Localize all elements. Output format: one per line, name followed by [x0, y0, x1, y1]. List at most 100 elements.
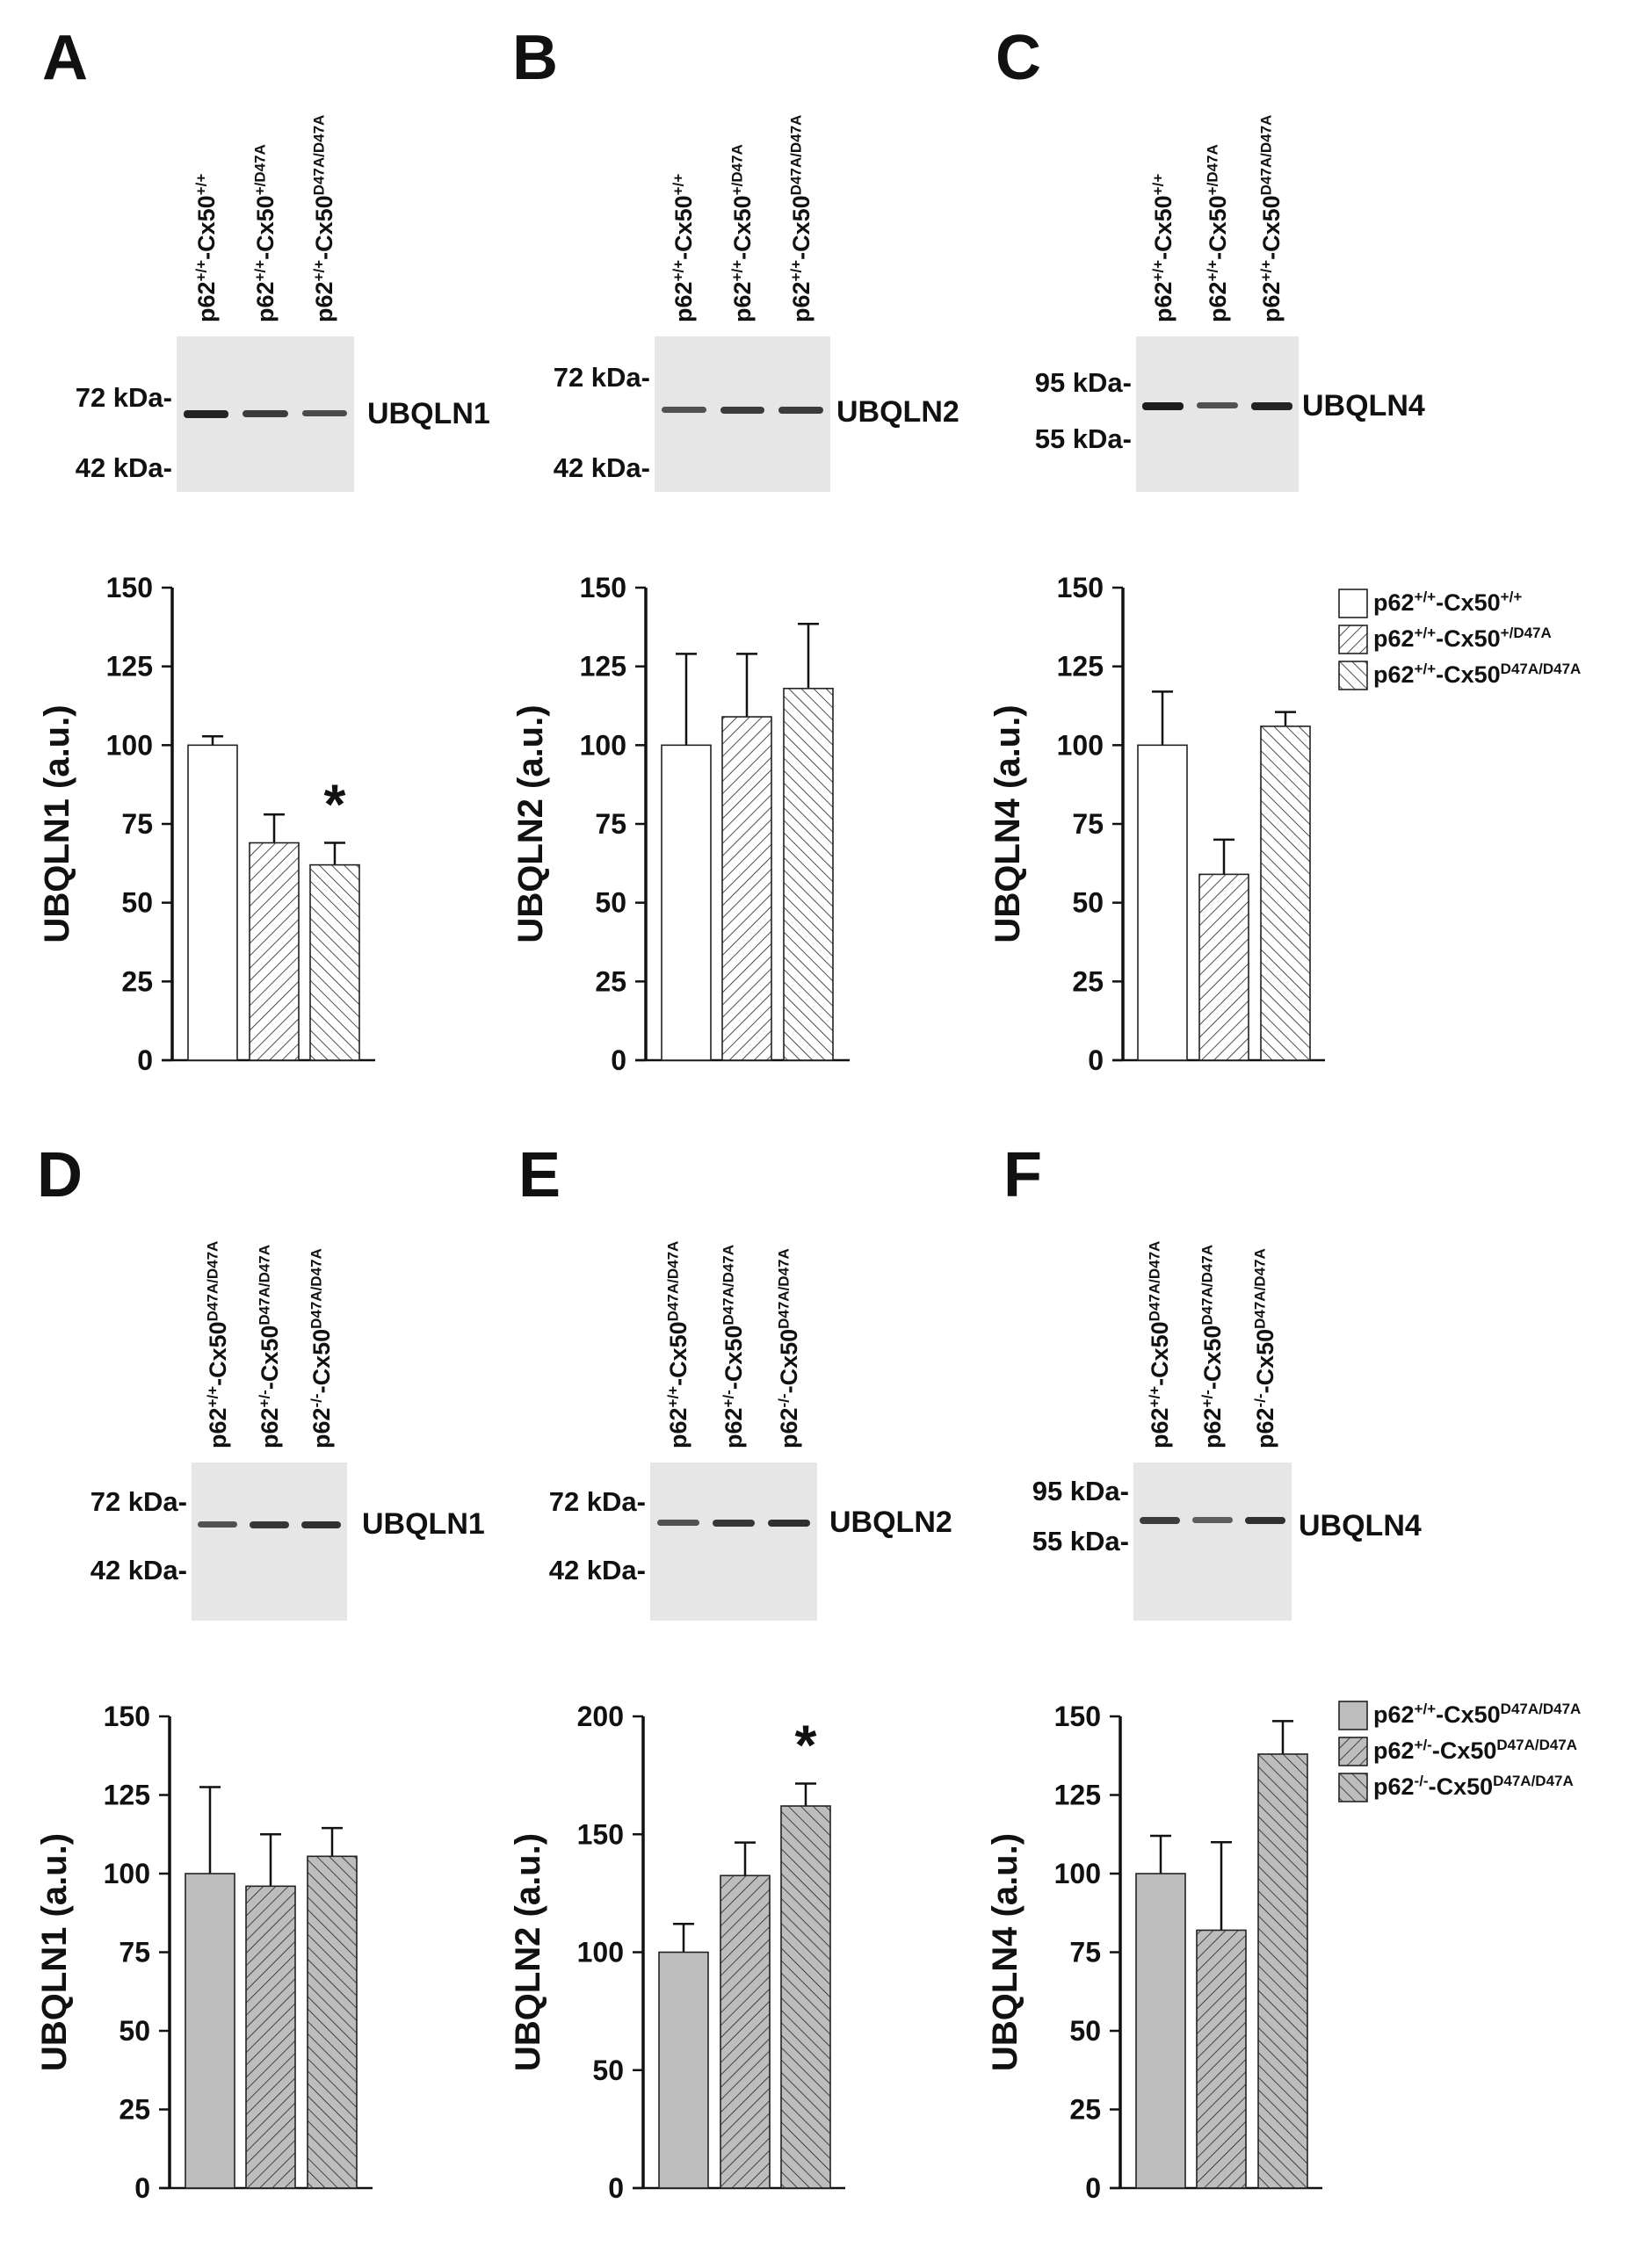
label-sup-p62: -/-: [1414, 1772, 1429, 1789]
bar: [1260, 726, 1311, 1061]
molecular-weight-marker: 55 kDa-: [1034, 423, 1132, 454]
bar: [185, 1873, 235, 2189]
legend-label: p62+/+-Cx50D47A/D47A: [1373, 1701, 1581, 1729]
bar: [720, 1874, 771, 2189]
legend-swatch: [1338, 624, 1368, 654]
y-tick-label: 0: [1088, 1044, 1104, 1076]
molecular-weight-marker: 42 kDa-: [553, 452, 650, 483]
molecular-weight-marker: 42 kDa-: [90, 1555, 187, 1585]
label-sup-p62: +/+: [1414, 660, 1437, 677]
protein-band: [250, 1521, 289, 1528]
y-tick-label: 50: [119, 2015, 150, 2047]
y-tick-label: 100: [106, 729, 153, 761]
western-blot-image-e: [650, 1463, 817, 1621]
legend-swatch: [1338, 1736, 1368, 1766]
y-axis-label: UBQLN1 (a.u.): [35, 1833, 74, 2071]
bar: [187, 744, 238, 1061]
y-axis-label: UBQLN4 (a.u.): [986, 1833, 1024, 2071]
protein-label: UBQLN2: [829, 1506, 952, 1539]
significance-marker: *: [795, 1714, 817, 1777]
y-tick-label: 150: [577, 1818, 624, 1850]
y-axis-label: UBQLN4 (a.u.): [988, 704, 1027, 943]
y-tick-label: 100: [580, 729, 626, 761]
legend-bottom: p62+/+-Cx50D47A/D47A p62+/--Cx50D47A/D47A…: [1338, 1697, 1581, 1805]
molecular-weight-marker: 42 kDa-: [548, 1555, 646, 1585]
y-tick-label: 0: [137, 1044, 153, 1076]
legend-label: p62+/+-Cx50D47A/D47A: [1373, 661, 1581, 689]
protein-band: [1140, 1517, 1180, 1524]
y-tick-label: 50: [592, 2055, 624, 2086]
legend-swatch: [1338, 588, 1368, 618]
protein-band: [1197, 402, 1238, 408]
protein-band: [662, 407, 706, 413]
y-tick-label: 125: [1054, 1780, 1101, 1811]
y-tick-label: 25: [1072, 965, 1104, 997]
chart-b: 0 25 50 75 100 125 150 UBQLN2 (a.u.): [511, 572, 850, 1076]
protein-band: [1250, 402, 1292, 410]
y-tick-label: 0: [134, 2172, 150, 2204]
bar: [1257, 1753, 1308, 2189]
western-blot-image-d: [192, 1463, 347, 1621]
protein-band: [1142, 402, 1184, 410]
label-mid: -Cx50: [1436, 589, 1501, 616]
bar: [780, 1805, 831, 2189]
y-tick-label: 100: [1054, 1858, 1101, 1889]
y-tick-label: 75: [1069, 1937, 1101, 1968]
y-tick-label: 100: [104, 1858, 150, 1889]
legend-entry: p62+/+-Cx50D47A/D47A: [1338, 1697, 1581, 1733]
y-tick-label: 25: [1069, 2094, 1101, 2126]
protein-band: [712, 1520, 756, 1527]
legend-label: p62+/--Cx50D47A/D47A: [1373, 1737, 1577, 1765]
y-tick-label: 25: [595, 965, 626, 997]
y-tick-label: 75: [119, 1937, 150, 1968]
protein-band: [198, 1521, 237, 1528]
label-sup-p62: +/-: [1414, 1736, 1432, 1753]
legend-swatch: [1338, 1700, 1368, 1730]
y-axis-label: UBQLN2 (a.u.): [509, 1833, 547, 2071]
label-mid: -Cx50: [1436, 661, 1501, 688]
molecular-weight-marker: 95 kDa-: [1032, 1476, 1129, 1506]
label-sup-cx50: +/D47A: [1500, 624, 1552, 641]
y-tick-label: 150: [580, 572, 626, 603]
label-base: p62: [1373, 661, 1415, 688]
protein-label: UBQLN1: [367, 397, 490, 430]
protein-band: [243, 410, 288, 417]
y-tick-label: 125: [106, 651, 153, 683]
panel-letter-a: A: [42, 23, 88, 93]
y-axis-label: UBQLN1 (a.u.): [38, 704, 76, 943]
bar: [721, 716, 772, 1061]
y-tick-label: 75: [595, 808, 626, 840]
protein-band: [301, 1521, 341, 1529]
panel-letter-c: C: [996, 23, 1041, 93]
bar: [309, 863, 360, 1061]
y-axis-label: UBQLN2 (a.u.): [511, 704, 550, 943]
legend-entry: p62+/+-Cx50D47A/D47A: [1338, 657, 1581, 693]
y-tick-label: 75: [121, 808, 153, 840]
label-base: p62: [1373, 589, 1415, 616]
western-blot-image-f: [1133, 1463, 1292, 1621]
y-tick-label: 50: [121, 887, 153, 919]
protein-label: UBQLN1: [362, 1507, 485, 1541]
y-tick-label: 150: [1054, 1701, 1101, 1732]
molecular-weight-marker: 72 kDa-: [553, 362, 650, 393]
legend-top: p62+/+-Cx50+/+ p62+/+-Cx50+/D47A p62+/+-Cx…: [1338, 585, 1581, 693]
molecular-weight-marker: 72 kDa-: [75, 382, 172, 413]
y-tick-label: 150: [106, 572, 153, 603]
bar: [245, 1885, 296, 2189]
bar: [1137, 744, 1188, 1061]
protein-band: [768, 1520, 811, 1528]
y-tick-label: 0: [611, 1044, 626, 1076]
legend-entry: p62+/+-Cx50+/D47A: [1338, 621, 1581, 657]
y-tick-label: 125: [1057, 651, 1104, 683]
protein-band: [1245, 1517, 1285, 1525]
y-tick-label: 50: [1072, 887, 1104, 919]
label-sup-cx50: D47A/D47A: [1493, 1772, 1574, 1789]
molecular-weight-marker: 55 kDa-: [1032, 1526, 1129, 1557]
y-tick-label: 50: [1069, 2015, 1101, 2047]
label-base: p62: [1373, 1737, 1415, 1764]
panel-letter-d: D: [37, 1140, 83, 1210]
y-tick-label: 75: [1072, 808, 1104, 840]
bar: [658, 1951, 709, 2189]
legend-label: p62-/--Cx50D47A/D47A: [1373, 1773, 1574, 1801]
protein-band: [301, 410, 347, 417]
